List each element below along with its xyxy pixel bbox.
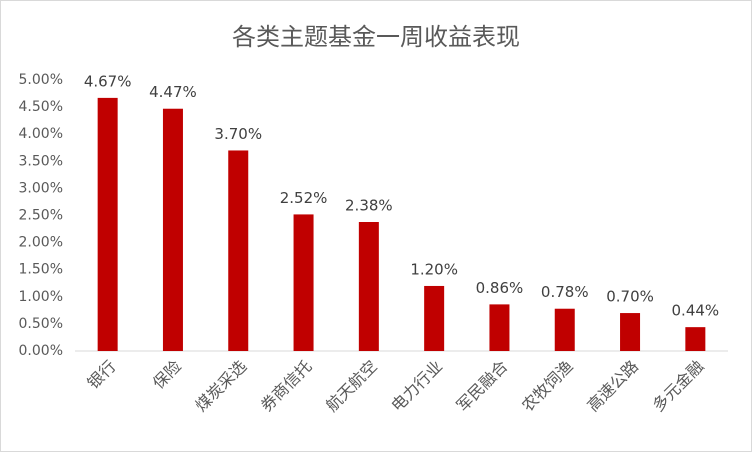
y-tick-label: 4.50% (19, 99, 63, 115)
value-label: 1.20% (410, 260, 458, 278)
bar (424, 285, 445, 351)
value-label: 3.70% (214, 125, 262, 143)
bar (554, 308, 575, 351)
y-tick-label: 0.50% (19, 316, 63, 332)
value-label: 0.44% (672, 302, 720, 320)
bar (620, 313, 641, 351)
bar (228, 150, 249, 351)
value-label: 2.38% (345, 197, 393, 215)
y-tick-label: 2.50% (19, 208, 63, 224)
y-tick-label: 2.00% (19, 235, 63, 251)
bar (358, 222, 379, 351)
y-tick-label: 3.00% (19, 180, 63, 196)
value-label: 0.86% (476, 279, 524, 297)
bar (293, 214, 314, 351)
y-tick-label: 1.00% (19, 289, 63, 305)
chart-title: 各类主题基金一周收益表现 (232, 23, 520, 51)
value-label: 4.67% (84, 72, 132, 90)
value-label: 0.70% (606, 288, 654, 306)
bar (685, 327, 706, 351)
y-tick-label: 4.00% (19, 126, 63, 142)
value-label: 2.52% (280, 189, 328, 207)
y-tick-label: 1.50% (19, 262, 63, 278)
bar (162, 108, 183, 351)
value-label: 0.78% (541, 283, 589, 301)
value-label: 4.47% (149, 83, 197, 101)
y-tick-label: 3.50% (19, 153, 63, 169)
y-tick-label: 0.00% (19, 343, 63, 359)
bar (489, 304, 510, 351)
y-tick-label: 5.00% (19, 72, 63, 88)
bar (97, 97, 118, 351)
